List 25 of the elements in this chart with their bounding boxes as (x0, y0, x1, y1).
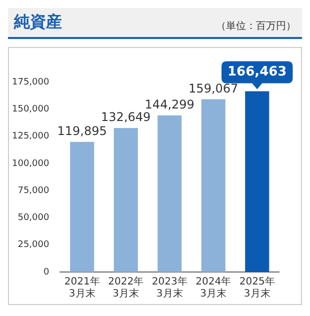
bar (201, 99, 226, 272)
chart-title: 純資産 (14, 12, 62, 33)
data-label: 119,895 (57, 124, 107, 138)
bar (158, 115, 182, 272)
bar (70, 142, 94, 272)
y-tick-label: 0 (43, 267, 50, 278)
bar (245, 91, 270, 272)
y-tick-label: 100,000 (12, 158, 50, 169)
y-tick-label: 150,000 (12, 104, 50, 114)
x-tick-label: 2022年 3月末 (108, 276, 144, 300)
data-label: 132,649 (101, 110, 151, 124)
y-tick-label: 75,000 (18, 186, 50, 196)
y-tick-label: 125,000 (12, 132, 50, 142)
data-label: 144,299 (144, 97, 194, 112)
chart-subtitle: （単位：百万円） (216, 20, 296, 33)
data-label: 166,463 (228, 64, 287, 80)
y-tick-label: 50,000 (18, 213, 50, 224)
y-tick-label: 25,000 (18, 240, 50, 250)
x-tick-label: 2025年 3月末 (239, 276, 275, 300)
bar (114, 128, 138, 272)
y-tick-label: 175,000 (12, 77, 50, 88)
x-tick-label: 2021年 3月末 (64, 276, 100, 300)
x-tick-label: 2024年 3月末 (196, 276, 232, 300)
x-tick-label: 2023年 3月末 (152, 276, 188, 300)
data-label: 159,067 (188, 81, 238, 96)
